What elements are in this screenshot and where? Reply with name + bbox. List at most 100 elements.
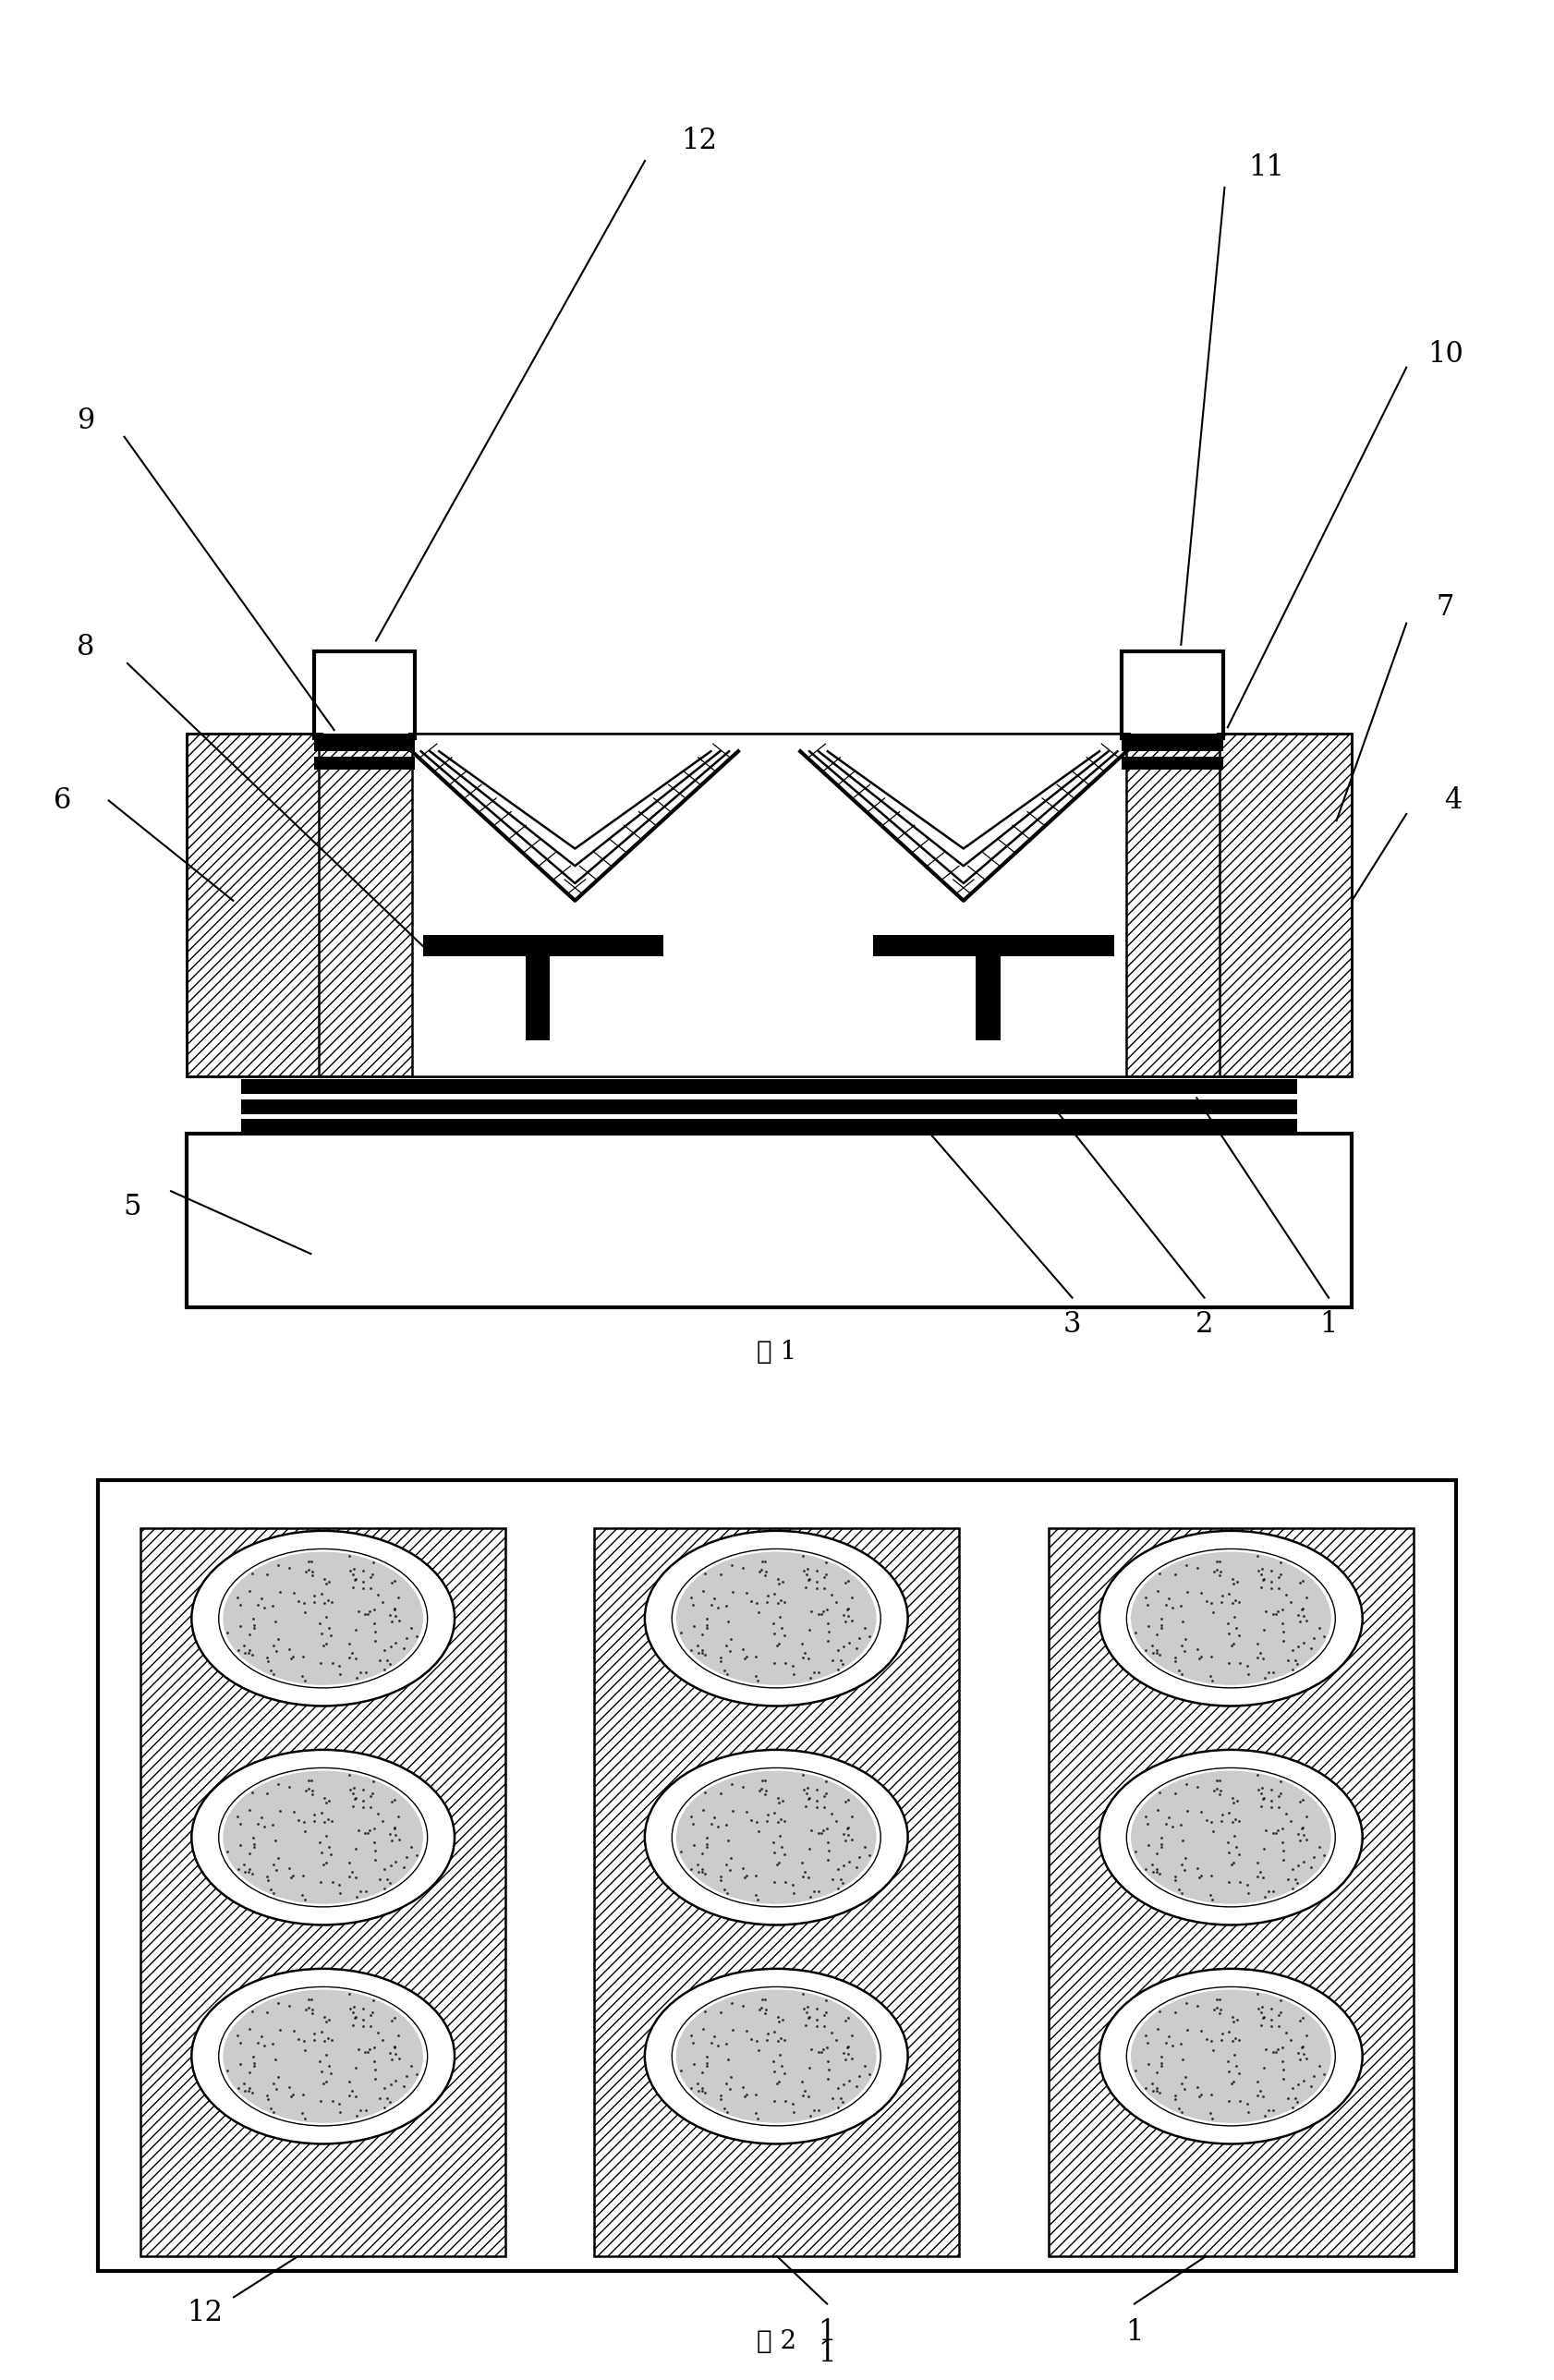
Point bbox=[807, 1654, 831, 1692]
Point bbox=[693, 1992, 718, 2030]
Point bbox=[825, 1849, 850, 1887]
Point bbox=[765, 1559, 789, 1597]
Point bbox=[1221, 1626, 1246, 1664]
Point bbox=[707, 2075, 732, 2113]
Point bbox=[1207, 1557, 1232, 1595]
Point bbox=[227, 1804, 252, 1842]
Point bbox=[811, 2006, 836, 2044]
Point bbox=[362, 2059, 387, 2097]
Point bbox=[716, 2040, 741, 2078]
Point bbox=[291, 1856, 315, 1894]
Point bbox=[1148, 2047, 1173, 2085]
Point bbox=[1169, 2092, 1193, 2130]
Point bbox=[836, 2061, 861, 2099]
Point bbox=[828, 1861, 853, 1899]
Point bbox=[744, 1856, 769, 1894]
Point bbox=[794, 1787, 819, 1825]
Text: 2: 2 bbox=[1195, 1309, 1214, 1338]
Point bbox=[1256, 1654, 1280, 1692]
Point bbox=[780, 2085, 805, 2123]
Point bbox=[365, 2013, 390, 2052]
Point bbox=[706, 1590, 730, 1628]
Point bbox=[1133, 2016, 1158, 2054]
Point bbox=[1184, 1549, 1209, 1587]
Circle shape bbox=[1099, 1530, 1363, 1706]
Point bbox=[1294, 2040, 1319, 2078]
Point bbox=[833, 2002, 858, 2040]
Point bbox=[796, 1780, 821, 1818]
Point bbox=[1249, 1549, 1274, 1587]
Point bbox=[1220, 2021, 1245, 2059]
Point bbox=[232, 2063, 256, 2102]
Point bbox=[1263, 2033, 1288, 2071]
Point bbox=[378, 2066, 402, 2104]
Point bbox=[1251, 2049, 1276, 2087]
Point bbox=[1215, 1604, 1240, 1642]
Point bbox=[1299, 2068, 1324, 2106]
Point bbox=[1276, 1861, 1301, 1899]
Point bbox=[252, 2028, 277, 2066]
Point bbox=[858, 2056, 883, 2094]
Point bbox=[337, 1859, 362, 1897]
Point bbox=[378, 2082, 402, 2121]
Point bbox=[839, 2040, 864, 2078]
Point bbox=[716, 1633, 741, 1671]
Point bbox=[814, 1545, 839, 1583]
Point bbox=[1173, 1547, 1198, 1585]
Point bbox=[340, 2006, 365, 2044]
Point bbox=[1270, 2042, 1294, 2080]
Point bbox=[1271, 1833, 1296, 1871]
Point bbox=[1170, 2040, 1195, 2078]
Point bbox=[317, 2047, 342, 2085]
Point bbox=[1207, 1990, 1232, 2028]
Point bbox=[1260, 1873, 1285, 1911]
Point bbox=[1221, 1783, 1246, 1821]
Point bbox=[782, 1873, 807, 1911]
Point bbox=[769, 1609, 794, 1647]
Point bbox=[721, 2011, 746, 2049]
Point bbox=[298, 1761, 323, 1799]
Point bbox=[1217, 1576, 1242, 1614]
Point bbox=[312, 1802, 337, 1840]
Point bbox=[1271, 2059, 1296, 2097]
Point bbox=[755, 2013, 780, 2052]
Point bbox=[382, 1590, 407, 1628]
Point bbox=[831, 1628, 856, 1666]
Point bbox=[1186, 2068, 1211, 2106]
Point bbox=[301, 2013, 326, 2052]
Point bbox=[844, 1849, 869, 1887]
Point bbox=[370, 1583, 395, 1621]
Point bbox=[236, 2071, 261, 2109]
Point bbox=[1170, 1602, 1195, 1640]
Point bbox=[668, 1614, 693, 1652]
Point bbox=[393, 2056, 418, 2094]
Point bbox=[263, 2040, 287, 2078]
Point bbox=[281, 1637, 306, 1676]
Point bbox=[351, 1552, 376, 1590]
Point bbox=[1253, 1659, 1277, 1697]
Point bbox=[315, 1580, 340, 1618]
Point bbox=[255, 1861, 280, 1899]
Point bbox=[399, 1828, 424, 1866]
Point bbox=[228, 2044, 253, 2082]
Point bbox=[1245, 2063, 1270, 2102]
Bar bbox=[323, 655, 409, 733]
Point bbox=[1173, 1985, 1198, 2023]
Point bbox=[718, 1840, 743, 1878]
Point bbox=[255, 1773, 280, 1811]
Point bbox=[365, 1576, 390, 1614]
Point bbox=[214, 1833, 239, 1871]
Point bbox=[1221, 1818, 1246, 1856]
Point bbox=[752, 1761, 777, 1799]
Point bbox=[1270, 1604, 1294, 1642]
Point bbox=[1150, 1825, 1175, 1864]
Point bbox=[836, 1561, 861, 1599]
Point bbox=[1285, 1645, 1310, 1683]
Point bbox=[752, 1557, 777, 1595]
Point bbox=[1248, 1568, 1273, 1607]
Point bbox=[808, 2033, 833, 2071]
Point bbox=[1220, 1997, 1245, 2035]
Point bbox=[1172, 1852, 1197, 1890]
Point bbox=[1169, 1654, 1193, 1692]
Point bbox=[362, 2042, 387, 2080]
